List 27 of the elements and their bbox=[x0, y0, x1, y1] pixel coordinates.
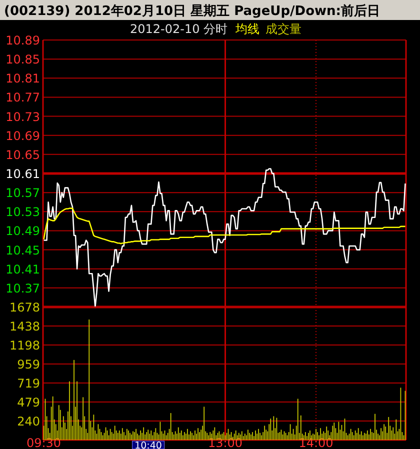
y-tick-label: 10.49 bbox=[6, 224, 40, 238]
y-tick-label: 10.61 bbox=[6, 167, 40, 181]
chart-subtitle: 2012-02-10 分时 bbox=[130, 22, 228, 36]
y-tick-label: 10.81 bbox=[6, 72, 40, 86]
chart-title: (002139) 2012年02月10日 星期五 PageUp/Down:前后日 bbox=[4, 3, 380, 19]
y-tick-label: 10.73 bbox=[6, 110, 40, 124]
text: 10:40 bbox=[134, 440, 162, 449]
y-tick-label: 10.37 bbox=[6, 281, 40, 296]
text: 均线 bbox=[234, 22, 260, 36]
y-tick-label: 10.53 bbox=[6, 205, 40, 220]
y-tick-label: 1678 bbox=[9, 300, 40, 314]
y-tick-label: 959 bbox=[17, 357, 40, 372]
y-tick-label: 479 bbox=[17, 396, 40, 410]
y-tick-label: 10.69 bbox=[6, 128, 40, 143]
y-tick-label: 240 bbox=[17, 414, 40, 428]
y-tick-label: 10.45 bbox=[6, 243, 40, 258]
x-tick-label: 09:30 bbox=[26, 436, 62, 449]
y-tick-label: 10.89 bbox=[6, 34, 40, 48]
y-tick-label: 10.85 bbox=[6, 52, 40, 67]
y-tick-label: 1438 bbox=[9, 320, 40, 334]
y-tick-label: 10.77 bbox=[6, 90, 40, 105]
y-tick-label: 10.65 bbox=[6, 148, 40, 162]
y-tick-label: 10.41 bbox=[6, 262, 40, 276]
text: 成交量 bbox=[266, 22, 302, 36]
y-tick-label: 10.57 bbox=[6, 186, 40, 200]
y-tick-label: 719 bbox=[17, 376, 40, 391]
y-tick-label: 1198 bbox=[9, 338, 40, 353]
